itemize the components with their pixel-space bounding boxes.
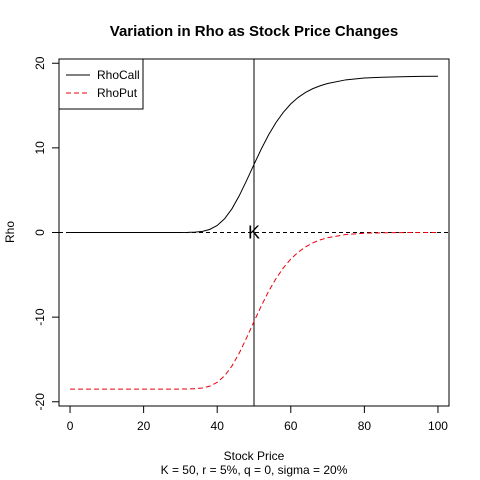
y-tick-label: 0 <box>33 229 47 236</box>
y-tick-label: 20 <box>33 56 47 70</box>
legend-box <box>59 59 143 109</box>
strike-annotation: K <box>248 223 260 243</box>
chart-subtitle: K = 50, r = 5%, q = 0, sigma = 20% <box>161 463 348 477</box>
x-tick-label: 100 <box>428 419 448 433</box>
y-tick-label: -10 <box>33 308 47 326</box>
x-tick-label: 60 <box>284 419 298 433</box>
x-tick-label: 0 <box>67 419 74 433</box>
x-tick-label: 80 <box>358 419 372 433</box>
y-axis-label: Rho <box>3 221 17 243</box>
x-tick-label: 20 <box>137 419 151 433</box>
chart-title: Variation in Rho as Stock Price Changes <box>110 23 398 40</box>
y-tick-label: 10 <box>33 141 47 155</box>
legend: RhoCall RhoPut <box>59 59 143 109</box>
y-tick-label: -20 <box>33 393 47 411</box>
x-tick-label: 40 <box>211 419 225 433</box>
annotation-layer: K <box>248 223 260 243</box>
legend-label-rhocall: RhoCall <box>97 68 140 82</box>
x-axis-label: Stock Price <box>224 449 285 463</box>
legend-label-rhoput: RhoPut <box>97 86 138 100</box>
